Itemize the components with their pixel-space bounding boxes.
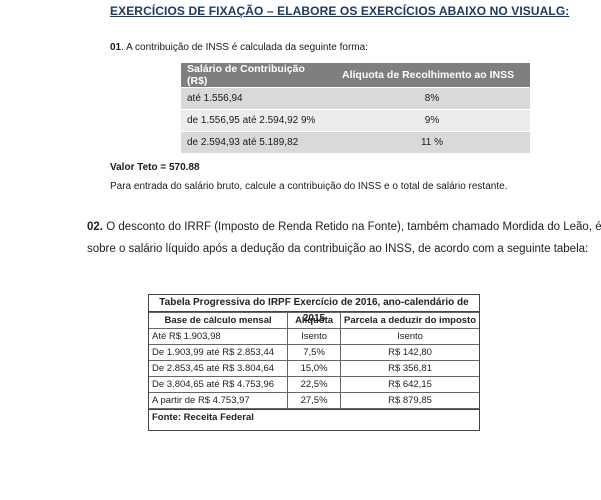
irrf-base-cell: De 2.853,45 até R$ 3.804,64 <box>149 360 289 377</box>
irrf-deduction-cell: R$ 356,81 <box>340 360 479 377</box>
question-1-text: . A contribuição de INSS é calculada da … <box>121 42 368 53</box>
irrf-table-image: Tabela Progressiva do IRPF Exercício de … <box>148 294 480 431</box>
table-row: De 2.853,45 até R$ 3.804,64 15,0% R$ 356… <box>149 360 479 377</box>
question-2-number: 02. <box>87 221 103 233</box>
question-1-intro: 01. A contribuição de INSS é calculada d… <box>110 42 368 53</box>
inss-range-cell: de 1.556,95 até 2.594,92 9% <box>181 109 334 132</box>
table-row: Até R$ 1.903,98 Isento Isento <box>149 328 479 345</box>
irrf-base-cell: A partir de R$ 4.753,97 <box>149 392 289 409</box>
table-row: de 2.594,93 até 5.189,82 11 % <box>181 131 530 153</box>
page-title: EXERCÍCIOS DE FIXAÇÃO – ELABORE OS EXERC… <box>110 4 570 18</box>
irrf-rate-cell: 22,5% <box>287 376 342 393</box>
irrf-rate-cell: 27,5% <box>287 392 342 409</box>
irrf-base-cell: De 3.804,65 até R$ 4.753,96 <box>149 376 289 393</box>
table-row: de 1.556,95 até 2.594,92 9% 9% <box>181 109 530 132</box>
inss-header-rate: Alíquota de Recolhimento ao INSS <box>334 63 530 88</box>
table-row: até 1.556,94 8% <box>181 87 530 110</box>
irrf-rate-cell: 15,0% <box>287 360 342 377</box>
irrf-header-deduction: Parcela a deduzir do imposto <box>340 312 479 329</box>
inss-range-cell: de 2.594,93 até 5.189,82 <box>181 131 334 153</box>
ceiling-value: Valor Teto = 570.88 <box>110 162 200 173</box>
irrf-base-cell: Até R$ 1.903,98 <box>149 328 289 345</box>
inss-table: Salário de Contribuição (R$) Alíquota de… <box>181 63 530 153</box>
question-1-number: 01 <box>110 42 122 53</box>
question-2-text: 02. O desconto do IRRF (Imposto de Renda… <box>87 216 601 260</box>
question-1-instruction: Para entrada do salário bruto, calcule a… <box>110 181 508 192</box>
inss-rate-cell: 8% <box>334 87 530 110</box>
irrf-table: Base de cálculo mensal Alíquota Parcela … <box>149 312 479 409</box>
irrf-rate-cell: 7,5% <box>287 344 342 361</box>
inss-rate-cell: 9% <box>334 109 530 132</box>
inss-rate-cell: 11 % <box>334 131 530 153</box>
question-2-line-1: 02. O desconto do IRRF (Imposto de Renda… <box>87 216 601 238</box>
irrf-rate-cell: Isento <box>287 328 342 345</box>
irrf-base-cell: De 1.903,99 até R$ 2.853,44 <box>149 344 289 361</box>
irrf-deduction-cell: Isento <box>340 328 479 345</box>
table-row: A partir de R$ 4.753,97 27,5% R$ 879,85 <box>149 392 479 409</box>
inss-header-salary: Salário de Contribuição (R$) <box>181 63 334 88</box>
irrf-table-source: Fonte: Receita Federal <box>149 409 479 426</box>
irrf-table-caption: Tabela Progressiva do IRPF Exercício de … <box>149 295 479 324</box>
table-row: De 3.804,65 até R$ 4.753,96 22,5% R$ 642… <box>149 376 479 393</box>
inss-header-row: Salário de Contribuição (R$) Alíquota de… <box>181 63 530 88</box>
question-2-line-2: sobre o salário líquido após a dedução d… <box>87 243 589 255</box>
irrf-header-base: Base de cálculo mensal <box>149 312 289 329</box>
irrf-deduction-cell: R$ 142,80 <box>340 344 479 361</box>
irrf-header-row: Base de cálculo mensal Alíquota Parcela … <box>149 312 479 329</box>
table-row: De 1.903,99 até R$ 2.853,44 7,5% R$ 142,… <box>149 344 479 361</box>
question-2-line-1-text: O desconto do IRRF (Imposto de Renda Ret… <box>103 221 601 233</box>
irrf-deduction-cell: R$ 642,15 <box>340 376 479 393</box>
inss-range-cell: até 1.556,94 <box>181 87 334 110</box>
irrf-deduction-cell: R$ 879,85 <box>340 392 479 409</box>
